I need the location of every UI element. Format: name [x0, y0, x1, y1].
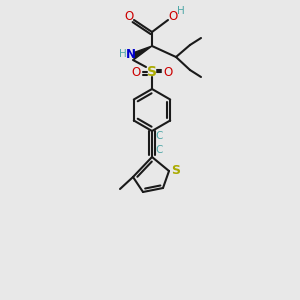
Text: H: H — [177, 6, 185, 16]
Text: O: O — [124, 10, 134, 22]
Text: O: O — [131, 65, 141, 79]
Text: N: N — [126, 47, 136, 61]
Text: O: O — [168, 10, 178, 22]
Text: S: S — [147, 65, 157, 79]
Polygon shape — [134, 46, 152, 59]
Text: C: C — [155, 131, 163, 141]
Text: H: H — [119, 49, 127, 59]
Text: C: C — [155, 145, 163, 155]
Text: S: S — [172, 164, 181, 178]
Text: O: O — [164, 65, 172, 79]
